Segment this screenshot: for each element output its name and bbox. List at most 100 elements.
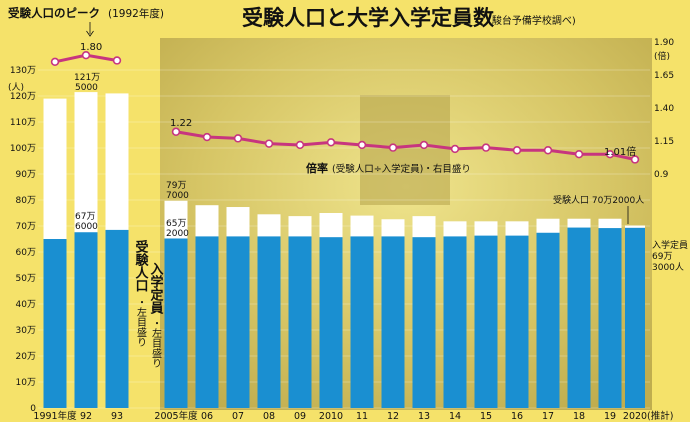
bar-enrollment-12 xyxy=(443,236,467,408)
right-axis-tick-label: 1.65 xyxy=(654,71,674,81)
bar-enrollment-9 xyxy=(350,236,374,408)
left-axis-tick-label: 0 xyxy=(30,404,36,414)
annotation-2005-applicants-1: 79万 xyxy=(166,181,186,191)
x-tick-label-6: 08 xyxy=(263,411,275,422)
enrollment-series-note: ・左目盛り xyxy=(150,318,162,368)
chart-source: (駿台予備学校調べ) xyxy=(488,14,576,27)
left-axis-tick-label: 110万 xyxy=(10,118,36,128)
left-axis-tick-label: 30万 xyxy=(16,326,36,336)
ratio-label-note: (受験人口÷入学定員)・右目盛り xyxy=(332,163,471,175)
ratio-point-14 xyxy=(605,150,615,159)
x-tick-labels: 1991年度 92 93 2005年度 06 07 08 09 2010 11 12 13 14 15 16… xyxy=(33,410,673,422)
ratio-point-8 xyxy=(419,140,429,150)
x-tick-label-suffix: (推計) xyxy=(647,410,673,422)
bar-enrollment-3 xyxy=(164,238,188,408)
right-axis-tick-label: 1.90 xyxy=(654,38,674,48)
left-axis-tick-label: 100万 xyxy=(10,144,36,154)
ratio-point-2 xyxy=(233,134,243,143)
bar-enrollment-15 xyxy=(536,232,560,408)
right-axis-tick-label: 1.40 xyxy=(654,104,674,114)
left-axis-tick-label: 40万 xyxy=(16,300,36,310)
annotation-2020-enroll-1: 入学定員 xyxy=(652,239,688,251)
ratio-point-4 xyxy=(295,140,305,150)
chart-title: 受験人口と大学入学定員数 xyxy=(242,6,495,30)
left-axis-tick-label: 70万 xyxy=(16,222,36,232)
ratio-line xyxy=(175,130,636,161)
x-tick-label-8: 2010 xyxy=(319,411,343,422)
x-tick-label-9: 11 xyxy=(356,411,368,422)
annotation-2005-applicants-2: 7000 xyxy=(166,191,189,201)
ratio-lines xyxy=(50,50,640,164)
ratio-point-10 xyxy=(481,143,491,152)
right-axis-ticks: 0.9 1.15 1.40 1.65 1.90 xyxy=(654,38,674,180)
ratio-label: 倍率 xyxy=(306,161,328,175)
x-tick-label-7: 09 xyxy=(294,411,306,422)
bar-enrollment-5 xyxy=(226,236,250,408)
left-axis-tick-label: 130万 xyxy=(10,66,36,76)
bar-enrollment-17 xyxy=(598,228,622,408)
ratio-point-1 xyxy=(202,132,212,142)
annotation-peak-applicants-2: 5000 xyxy=(75,83,98,93)
left-axis-tick-label: 10万 xyxy=(16,378,36,388)
annotation-2020-applicants: 受験人口 70万2000人 xyxy=(553,194,644,206)
applicants-series-label: 受験人口 xyxy=(133,239,149,292)
left-axis-tick-label: 90万 xyxy=(16,170,36,180)
left-axis-ticks: 0 10万 20万 30万 40万 50万 60万 70万 80万 90万 100万 110万 120万… xyxy=(10,66,36,414)
bar-enrollment-18 xyxy=(625,227,645,408)
x-tick-label-2: 93 xyxy=(111,411,123,422)
left-axis-tick-label: 60万 xyxy=(16,248,36,258)
peak-callout-arrowhead xyxy=(86,30,94,37)
ratio-point-5 xyxy=(326,138,336,147)
x-tick-label-4: 06 xyxy=(201,411,213,422)
ratio-point-6 xyxy=(357,140,367,150)
annotation-ratio-2020: 1.01倍 xyxy=(604,145,636,158)
bar-enrollment-1 xyxy=(74,232,98,408)
annotation-2005-enroll-2: 2000 xyxy=(166,229,189,239)
peak-ratio-point-1 xyxy=(81,50,91,60)
annotation-2020-enroll-2: 69万 xyxy=(652,252,672,262)
annotation-ratio-2005: 1.22 xyxy=(170,118,192,129)
left-axis-tick-label: 50万 xyxy=(16,274,36,284)
x-tick-label-15: 17 xyxy=(542,411,554,422)
applicants-series-note: ・左目盛り xyxy=(135,297,147,347)
ratio-point-11 xyxy=(512,146,522,155)
peak-callout-title: 受験人口のピーク xyxy=(8,6,100,20)
right-axis-tick-label: 0.9 xyxy=(654,170,669,180)
bar-enrollment-10 xyxy=(381,236,405,408)
left-axis-tick-label: 20万 xyxy=(16,352,36,362)
bar-enrollment-4 xyxy=(195,236,219,408)
annotation-peak-enroll-1: 67万 xyxy=(75,212,95,222)
annotation-2005-enroll-1: 65万 xyxy=(166,219,186,229)
photo-gate-shape xyxy=(360,95,450,205)
x-tick-label-16: 18 xyxy=(573,411,585,422)
bar-enrollment-0 xyxy=(43,239,67,408)
peak-ratio-point-2 xyxy=(112,56,122,65)
x-tick-label-17: 19 xyxy=(604,411,616,422)
ratio-point-13 xyxy=(574,150,584,159)
x-tick-label-11: 13 xyxy=(418,411,430,422)
ratio-point-9 xyxy=(450,144,460,154)
ratio-point-15 xyxy=(630,155,640,164)
left-axis-tick-label: 80万 xyxy=(16,196,36,206)
bar-enrollment-7 xyxy=(288,236,312,408)
bar-enrollment-2 xyxy=(105,229,129,408)
bar-enrollment-14 xyxy=(505,235,529,408)
bar-enrollment-11 xyxy=(412,237,436,408)
x-tick-label-0: 1991年度 xyxy=(33,410,77,422)
left-axis-tick-label: 120万 xyxy=(10,92,36,102)
ratio-point-3 xyxy=(264,139,274,148)
x-tick-label-12: 14 xyxy=(449,411,461,422)
annotation-peak-ratio: 1.80 xyxy=(80,42,102,53)
x-tick-label-3: 2005年度 xyxy=(154,410,198,422)
ratio-point-12 xyxy=(543,146,553,155)
annotation-peak-applicants-1: 121万 xyxy=(74,73,100,83)
peak-callout-year: (1992年度) xyxy=(108,7,164,20)
bars xyxy=(43,92,645,409)
x-tick-label-14: 16 xyxy=(511,411,523,422)
x-tick-label-13: 15 xyxy=(480,411,492,422)
bar-enrollment-13 xyxy=(474,235,498,408)
ratio-point-0 xyxy=(171,127,181,136)
x-tick-label-5: 07 xyxy=(232,411,244,422)
